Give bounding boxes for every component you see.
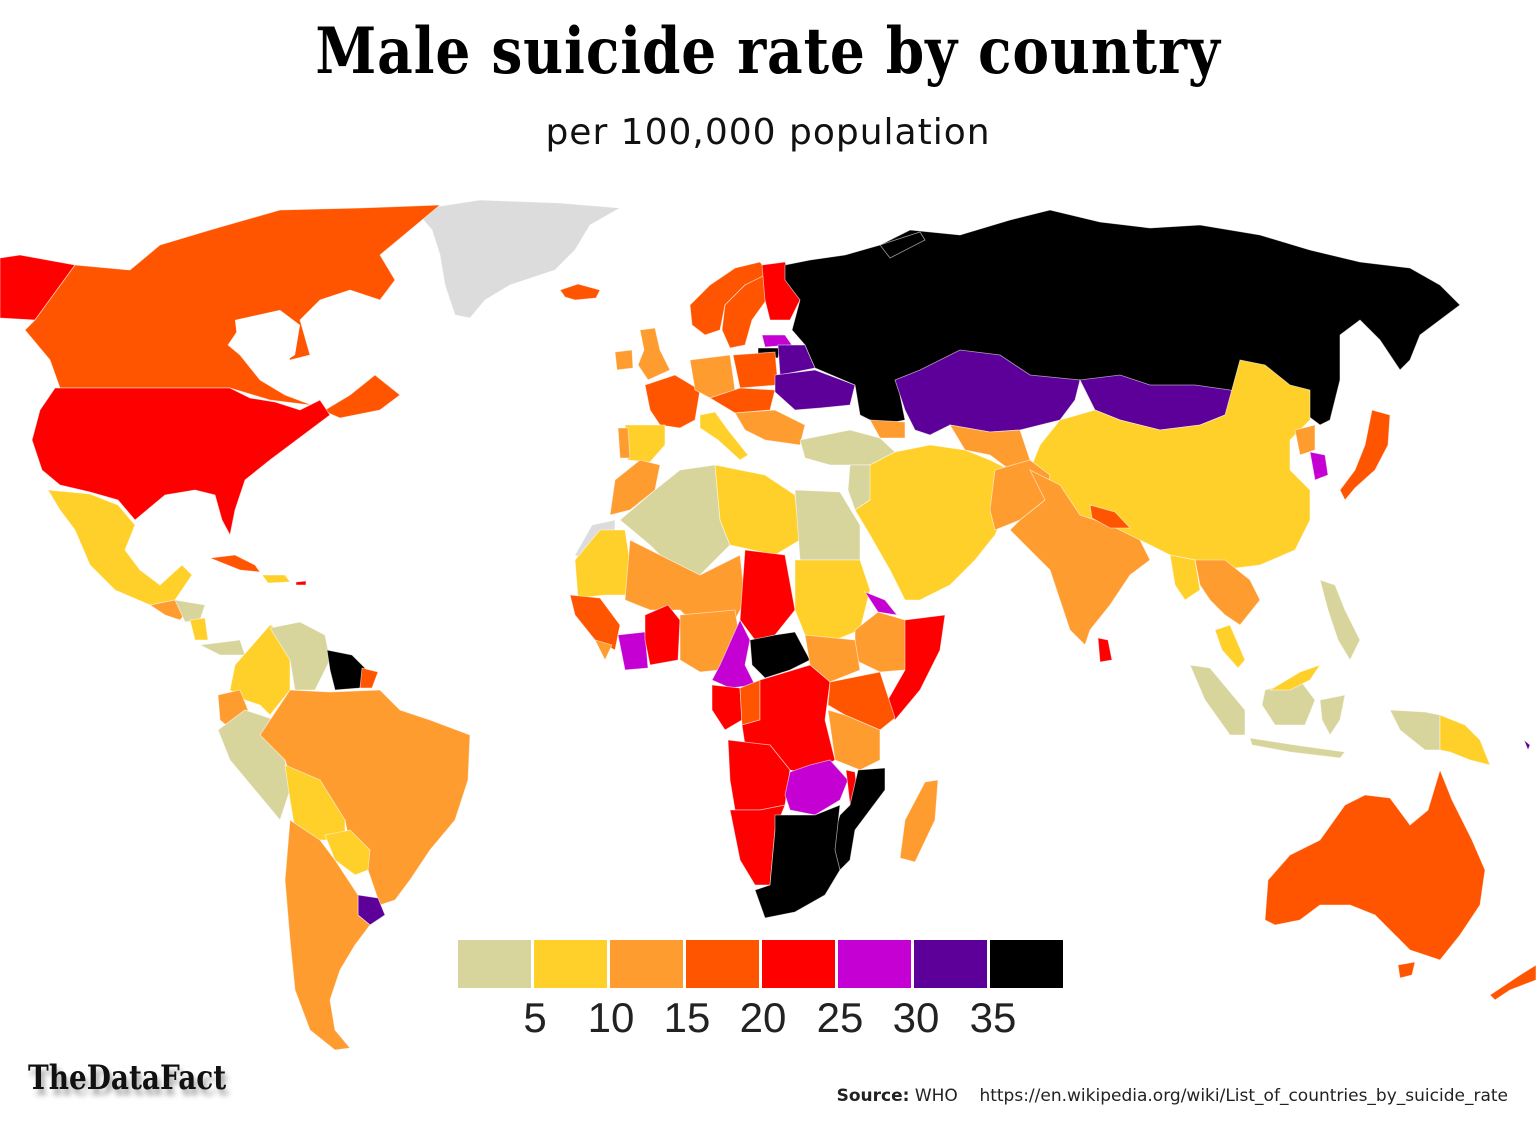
- source-value: WHO: [914, 1086, 958, 1106]
- region-cuba: [209, 554, 261, 573]
- legend-swatch-10-15: [610, 940, 683, 988]
- region-sumatra: [1189, 664, 1246, 736]
- legend-swatch-over-35: [990, 940, 1063, 988]
- region-philippines: [1319, 579, 1361, 661]
- region-panama: [198, 639, 246, 656]
- region-sabah-sarawak: [1268, 664, 1321, 691]
- region-gabon-congo: [711, 684, 743, 731]
- legend-tick: 10: [587, 994, 635, 1041]
- region-italy: [699, 411, 749, 461]
- region-egypt: [794, 489, 861, 561]
- page-title: Male suicide rate by country: [315, 14, 1221, 89]
- region-mexico: [47, 489, 193, 606]
- region-eritrea: [863, 591, 898, 616]
- region-hispaniola: [261, 574, 291, 584]
- region-puerto-rico: [295, 580, 307, 586]
- hudson-bay: [235, 310, 300, 368]
- region-solomon: [1523, 739, 1531, 752]
- region-canada: [24, 204, 442, 419]
- region-cameroon: [711, 619, 756, 689]
- legend-tick: 20: [739, 994, 787, 1041]
- region-sri-lanka: [1097, 637, 1113, 663]
- region-zambia: [784, 759, 849, 816]
- region-papua-new-guinea: [1439, 714, 1491, 766]
- region-south-sudan: [804, 634, 861, 683]
- region-guyana-suriname: [326, 649, 366, 691]
- region-ghana-togo-benin: [644, 604, 681, 666]
- legend-tick: 25: [816, 994, 864, 1041]
- region-japan: [1339, 409, 1391, 501]
- region-spain: [624, 424, 666, 463]
- region-central-europe: [709, 387, 776, 414]
- legend-tick-labels: 5 10 15 20 25 30 35: [458, 994, 1070, 1044]
- legend-swatch-25-30: [838, 940, 911, 988]
- region-sulawesi: [1319, 694, 1346, 736]
- region-korea-north: [1294, 424, 1316, 456]
- region-argentina-chile: [284, 819, 371, 1051]
- legend-swatch-20-25: [762, 940, 835, 988]
- region-usa: [31, 387, 331, 537]
- region-nicaragua: [189, 617, 209, 641]
- region-car: [749, 631, 811, 679]
- color-legend: [458, 940, 1063, 988]
- region-somalia: [884, 614, 946, 721]
- region-republic-congo: [739, 679, 761, 726]
- legend-tick: 30: [892, 994, 940, 1041]
- region-java: [1249, 737, 1346, 759]
- region-caucasus: [869, 419, 906, 439]
- region-madagascar: [899, 779, 939, 863]
- region-portugal: [617, 427, 631, 459]
- region-poland: [732, 351, 779, 389]
- region-french-guiana: [359, 667, 379, 689]
- region-australia: [1264, 768, 1486, 961]
- region-myanmar-laos: [1169, 554, 1201, 601]
- region-mozambique: [829, 767, 886, 871]
- region-tanzania: [827, 709, 881, 771]
- region-venezuela: [269, 621, 331, 691]
- page-subtitle: per 100,000 population: [545, 112, 991, 153]
- region-libya: [714, 464, 801, 556]
- region-south-korea: [1309, 451, 1329, 481]
- legend-tick: 35: [969, 994, 1017, 1041]
- region-greenland: [414, 199, 622, 319]
- region-balkans: [734, 409, 806, 446]
- legend-tick: 15: [663, 994, 711, 1041]
- region-iran-saudi: [854, 444, 1031, 601]
- region-france: [644, 374, 701, 429]
- region-new-zealand: [1489, 964, 1536, 1001]
- source-caption: Source: WHO https://en.wikipedia.org/wik…: [837, 1086, 1508, 1106]
- region-botswana-zimbabwe-sa: [754, 804, 841, 919]
- legend-swatch-under-5: [458, 940, 531, 988]
- region-liberia: [594, 639, 613, 661]
- region-chad: [739, 549, 796, 641]
- legend-swatch-5-10: [534, 940, 607, 988]
- region-ukraine: [774, 369, 856, 411]
- source-label: Source:: [836, 1086, 910, 1106]
- region-southeast-asia: [1194, 559, 1261, 626]
- legend-tick: 5: [523, 994, 547, 1041]
- region-sudan: [794, 559, 871, 641]
- region-west-africa-coast: [569, 594, 621, 651]
- region-uk: [637, 327, 671, 381]
- region-west-papua: [1389, 709, 1441, 751]
- region-malaysia-peninsula: [1214, 624, 1246, 669]
- region-tasmania: [1397, 961, 1416, 979]
- region-cote-divoire: [617, 631, 649, 671]
- legend-swatch-30-35: [914, 940, 987, 988]
- region-iceland: [559, 283, 601, 301]
- legend-swatch-15-20: [686, 940, 759, 988]
- region-novaya-zemlya: [879, 231, 926, 259]
- source-url: https://en.wikipedia.org/wiki/List_of_co…: [979, 1086, 1508, 1106]
- region-ireland: [614, 349, 634, 371]
- brand-logo: TheDataFact: [28, 1058, 227, 1098]
- region-nepal: [1089, 504, 1131, 529]
- region-sweden: [721, 274, 771, 349]
